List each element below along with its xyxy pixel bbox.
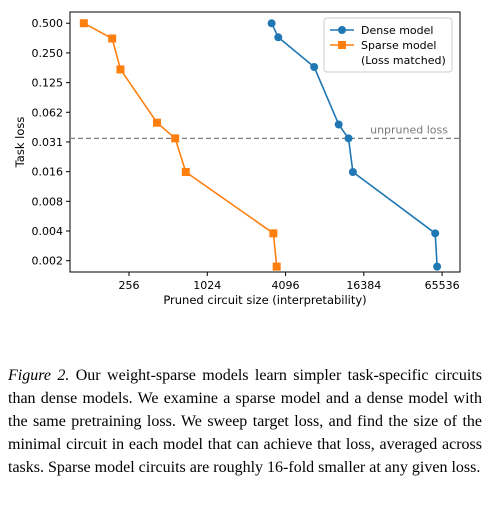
- legend-box: [323, 17, 453, 73]
- series-0-point: [433, 262, 442, 271]
- line-chart: unpruned loss 256 1024 4096 16384 65536 0.500…: [13, 11, 461, 307]
- figure-label: Figure 2.: [8, 367, 70, 384]
- y-tick-label: 0.125: [32, 77, 64, 90]
- series-group: [79, 19, 442, 271]
- series-0-point: [274, 33, 283, 42]
- x-tick-label: 4096: [272, 279, 300, 292]
- caption-text: Our weight-sparse models learn simpler t…: [8, 367, 483, 476]
- y-tick-label: 0.004: [32, 225, 64, 238]
- legend-marker-0: [338, 26, 346, 34]
- series-line-0: [270, 22, 438, 267]
- y-tick-label: 0.031: [32, 136, 64, 149]
- series-1-point: [152, 118, 161, 127]
- legend: Dense model Sparse model (Loss matched): [323, 17, 453, 73]
- reference-line-group: unpruned loss: [70, 123, 460, 139]
- x-tick-label: 1024: [193, 279, 221, 292]
- legend-label-line: (Loss matched): [361, 54, 446, 67]
- y-tick-label: 0.500: [32, 17, 64, 30]
- legend-label-1: Sparse model (Loss matched): [361, 39, 446, 67]
- y-tick-label: 0.002: [32, 255, 64, 268]
- legend-label-line: Dense model: [361, 24, 433, 37]
- series-0-point: [431, 229, 440, 238]
- x-axis-label: Pruned circuit size (interpretability): [163, 293, 366, 307]
- y-tick-label: 0.008: [32, 195, 64, 208]
- series-0-point: [344, 134, 353, 143]
- series-0-point: [267, 19, 276, 28]
- series-1-point: [108, 34, 117, 43]
- x-tick-label: 16384: [346, 279, 381, 292]
- series-1-point: [269, 229, 278, 238]
- legend-label-0: Dense model: [361, 24, 433, 37]
- series-0-point: [310, 62, 319, 71]
- unpruned-loss-label: unpruned loss: [370, 123, 448, 136]
- series-1-point: [181, 167, 190, 176]
- series-1-point: [79, 19, 88, 28]
- axis-ticks: 256 1024 4096 16384 65536 0.500 0.250 0.125 0.06…: [32, 17, 460, 292]
- series-1-point: [116, 65, 125, 74]
- series-0-point: [334, 120, 343, 129]
- y-tick-label: 0.250: [32, 47, 64, 60]
- series-line-1: [83, 22, 278, 267]
- y-axis-label: Task loss: [13, 117, 27, 169]
- series-1-point: [272, 262, 281, 271]
- series-1-point: [171, 134, 180, 143]
- x-tick-label: 65536: [425, 279, 460, 292]
- figure-caption: Figure 2. Our weight-sparse models learn…: [8, 364, 482, 479]
- y-tick-label: 0.062: [32, 106, 64, 119]
- legend-marker-1: [338, 41, 346, 49]
- series-0-point: [348, 167, 357, 176]
- y-tick-label: 0.016: [32, 166, 64, 179]
- legend-label-line: Sparse model: [361, 39, 436, 52]
- x-tick-label: 256: [119, 279, 140, 292]
